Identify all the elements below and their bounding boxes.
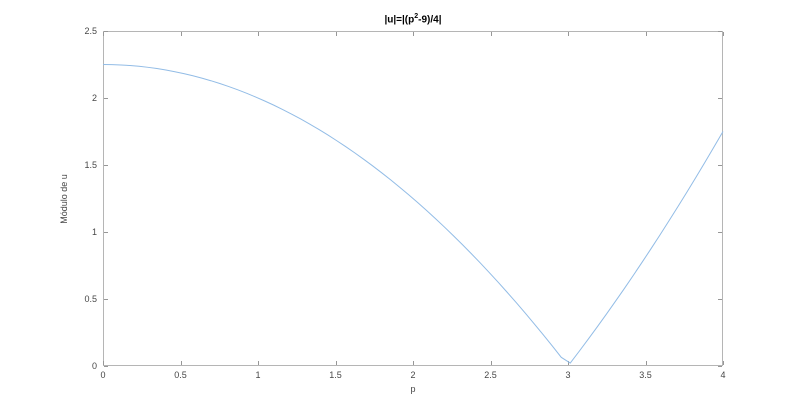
y-tick-label: 1.5 — [84, 160, 97, 170]
x-tick-label: 3 — [565, 370, 571, 380]
y-tick-label: 1 — [91, 227, 97, 237]
x-tick-label: 4 — [720, 370, 726, 380]
y-tick-label: 2 — [91, 93, 97, 103]
x-tick-label: 2 — [410, 370, 416, 380]
x-tick-label: 0 — [100, 370, 106, 380]
y-tick-label: 2.5 — [84, 26, 97, 36]
series-line — [102, 64, 724, 364]
y-axis-label: Módulo de u — [59, 174, 69, 224]
x-tick-label: 3.5 — [639, 370, 652, 380]
y-tick-label: 0 — [91, 361, 97, 371]
chart-title: |u|=|(p2-9)/4| — [0, 13, 800, 25]
y-tick-label: 0.5 — [84, 294, 97, 304]
chart-title-post: -9)/4| — [418, 14, 442, 26]
x-tick-label: 1.5 — [329, 370, 342, 380]
x-tick-label: 1 — [255, 370, 261, 380]
axes-box — [103, 31, 723, 366]
chart-title-pre: |u|=|(p — [384, 14, 415, 26]
x-axis-label: p — [410, 384, 416, 394]
chart-title-sup: 2 — [414, 13, 419, 20]
x-tick-label: 0.5 — [174, 370, 187, 380]
x-tick-label: 2.5 — [484, 370, 497, 380]
